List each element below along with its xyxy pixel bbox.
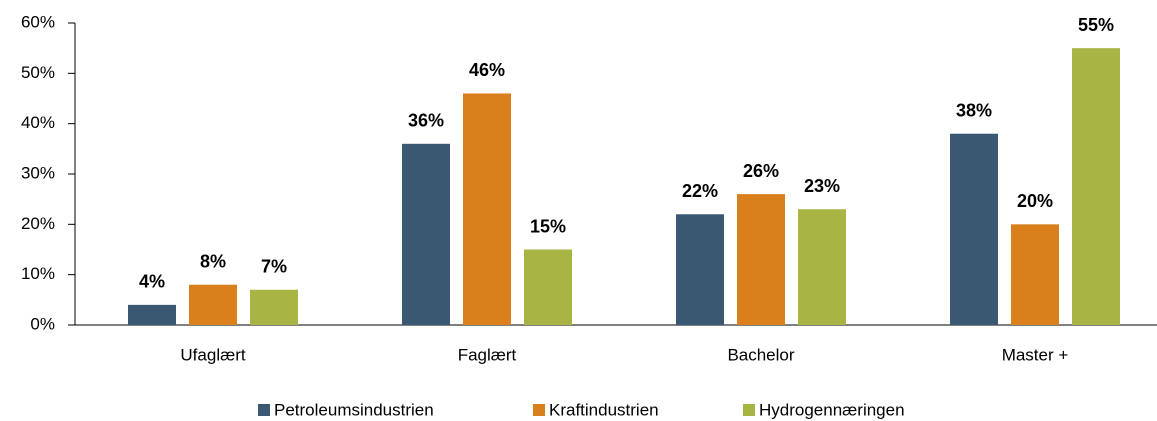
legend-swatch <box>258 404 270 416</box>
y-tick-label: 20% <box>21 214 55 233</box>
bar <box>189 284 237 325</box>
bar <box>128 304 176 325</box>
bar <box>676 214 724 325</box>
bar <box>1072 48 1120 326</box>
bar <box>798 209 846 325</box>
bar <box>737 194 785 325</box>
data-label: 46% <box>469 60 505 80</box>
data-label: 7% <box>261 257 287 277</box>
legend-label: Kraftindustrien <box>549 400 659 419</box>
y-tick-label: 30% <box>21 163 55 182</box>
data-label: 20% <box>1017 191 1053 211</box>
data-label: 23% <box>804 176 840 196</box>
legend-label: Hydrogennæringen <box>759 400 905 419</box>
bar <box>524 249 572 325</box>
x-tick-label: Ufaglært <box>180 345 245 364</box>
y-tick-label: 60% <box>21 12 55 31</box>
y-tick-label: 0% <box>30 314 55 333</box>
legend-swatch <box>743 404 755 416</box>
data-label: 4% <box>139 272 165 292</box>
data-label: 55% <box>1078 15 1114 35</box>
x-tick-label: Bachelor <box>727 345 794 364</box>
data-label: 15% <box>530 216 566 236</box>
data-label: 26% <box>743 161 779 181</box>
data-label: 22% <box>682 181 718 201</box>
y-tick-label: 40% <box>21 113 55 132</box>
bar <box>950 133 998 325</box>
bar <box>463 93 511 325</box>
bar <box>250 289 298 325</box>
x-tick-label: Master + <box>1002 345 1069 364</box>
bar <box>1011 224 1059 325</box>
y-tick-label: 50% <box>21 63 55 82</box>
data-label: 8% <box>200 251 226 271</box>
bar <box>402 143 450 325</box>
legend-swatch <box>533 404 545 416</box>
data-label: 36% <box>408 111 444 131</box>
x-tick-label: Faglært <box>458 345 517 364</box>
legend-label: Petroleumsindustrien <box>274 400 434 419</box>
y-tick-label: 10% <box>21 264 55 283</box>
data-label: 38% <box>956 100 992 120</box>
